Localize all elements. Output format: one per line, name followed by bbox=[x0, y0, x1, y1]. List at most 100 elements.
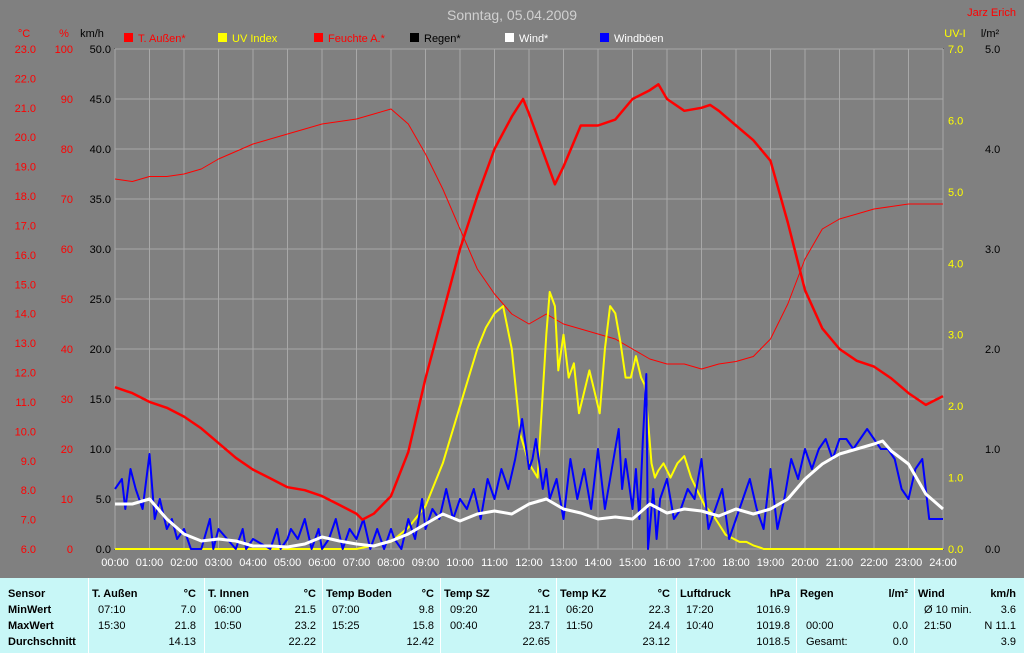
axis-tick-label: 90 bbox=[61, 94, 73, 106]
x-tick-label: 10:00 bbox=[446, 557, 474, 569]
axis-tick-label: 0.0 bbox=[985, 544, 1000, 556]
column-unit: °C bbox=[303, 588, 316, 600]
series-line-t-au-en- bbox=[114, 83, 944, 521]
axis-tick-label: 20 bbox=[61, 444, 73, 456]
column-separator bbox=[796, 578, 797, 653]
x-tick-label: 16:00 bbox=[653, 557, 681, 569]
axis-tick-label: 1.0 bbox=[985, 444, 1000, 456]
axis-tick-label: 10.0 bbox=[15, 426, 36, 438]
axis-tick-label: 4.0 bbox=[948, 258, 963, 270]
column-separator bbox=[322, 578, 323, 653]
min-value: 21.5 bbox=[294, 604, 316, 616]
axis-tick-label: 23.0 bbox=[15, 44, 36, 56]
axis-tick-label: 16.0 bbox=[15, 250, 36, 262]
axis-tick-label: 5.0 bbox=[985, 44, 1000, 56]
max-value: 23.7 bbox=[528, 620, 550, 632]
min-time: 07:00 bbox=[332, 604, 360, 616]
max-value: 23.2 bbox=[294, 620, 316, 632]
axis-tick-label: 12.0 bbox=[15, 368, 36, 380]
axis-tick-label: 50.0 bbox=[90, 44, 111, 56]
avg-value: 3.9 bbox=[1000, 636, 1016, 648]
column-separator bbox=[204, 578, 205, 653]
avg-value: 22.65 bbox=[522, 636, 550, 648]
axis-tick-label: 100 bbox=[55, 44, 73, 56]
min-value: 21.1 bbox=[528, 604, 550, 616]
column-separator bbox=[676, 578, 677, 653]
axis-tick-label: 1.0 bbox=[948, 473, 963, 485]
legend-label: Feuchte A.* bbox=[328, 33, 386, 45]
x-tick-label: 07:00 bbox=[343, 557, 371, 569]
legend-swatch bbox=[505, 33, 514, 42]
x-tick-label: 06:00 bbox=[308, 557, 336, 569]
sensor-row-label: MaxWert bbox=[8, 620, 54, 632]
axis-tick-label: 2.0 bbox=[948, 401, 963, 413]
max-value: 24.4 bbox=[648, 620, 670, 632]
stats-panel bbox=[0, 578, 1024, 653]
legend-swatch bbox=[218, 33, 227, 42]
axis-tick-label: 18.0 bbox=[15, 191, 36, 203]
x-tick-label: 17:00 bbox=[688, 557, 716, 569]
min-time: Ø 10 min. bbox=[924, 604, 972, 616]
avg-value: 22.22 bbox=[288, 636, 316, 648]
axis-tick-label: 40 bbox=[61, 344, 73, 356]
rain-unit-label: l/m² bbox=[981, 28, 1000, 40]
column-title: T. Außen bbox=[92, 588, 138, 600]
axis-tick-label: 6.0 bbox=[948, 115, 963, 127]
legend-label: UV Index bbox=[232, 33, 278, 45]
max-time: 00:00 bbox=[806, 620, 834, 632]
min-value: 3.6 bbox=[1000, 604, 1016, 616]
axis-tick-label: 0.0 bbox=[948, 544, 963, 556]
axis-tick-label: 21.0 bbox=[15, 103, 36, 115]
column-title: Temp KZ bbox=[560, 588, 607, 600]
column-separator bbox=[556, 578, 557, 653]
min-value: 7.0 bbox=[180, 604, 196, 616]
x-tick-label: 15:00 bbox=[619, 557, 647, 569]
axis-tick-label: 15.0 bbox=[90, 394, 111, 406]
sensor-row-label: Durchschnitt bbox=[8, 636, 76, 648]
x-tick-label: 23:00 bbox=[895, 557, 923, 569]
max-time: 15:30 bbox=[98, 620, 126, 632]
axes: 23.0 22.0 21.0 20.0 19.0 18.0 17.0 16.0 15.0 14.0… bbox=[15, 28, 1001, 569]
column-unit: l/m² bbox=[888, 588, 908, 600]
axis-tick-label: 10.0 bbox=[90, 444, 111, 456]
wind-unit-label: km/h bbox=[80, 28, 104, 40]
max-value: 1019.8 bbox=[756, 620, 790, 632]
legend-label: Wind* bbox=[519, 33, 549, 45]
x-tick-label: 14:00 bbox=[584, 557, 612, 569]
avg-value: 23.12 bbox=[642, 636, 670, 648]
avg-value: 14.13 bbox=[168, 636, 196, 648]
axis-tick-label: 8.0 bbox=[21, 485, 36, 497]
min-value: 9.8 bbox=[418, 604, 434, 616]
series-group bbox=[114, 83, 944, 550]
axis-tick-label: 0.0 bbox=[96, 544, 111, 556]
max-time: 11:50 bbox=[566, 620, 593, 632]
max-value: N 11.1 bbox=[984, 620, 1016, 632]
column-unit: °C bbox=[537, 588, 550, 600]
axis-tick-label: 45.0 bbox=[90, 94, 111, 106]
max-time: 00:40 bbox=[450, 620, 478, 632]
axis-tick-label: 4.0 bbox=[985, 144, 1000, 156]
axis-tick-label: 35.0 bbox=[90, 194, 111, 206]
column-title: Temp SZ bbox=[444, 588, 490, 600]
legend-swatch bbox=[314, 33, 323, 42]
column-separator bbox=[914, 578, 915, 653]
weather-chart: Sonntag, 05.04.2009 Jarz Erich T. Außen*… bbox=[14, 7, 1016, 569]
legend-label: Windböen bbox=[614, 33, 664, 45]
series-line-uv-index bbox=[115, 290, 943, 550]
max-value: 21.8 bbox=[174, 620, 196, 632]
hum-unit-label: % bbox=[59, 28, 69, 40]
column-unit: °C bbox=[183, 588, 196, 600]
x-tick-label: 11:00 bbox=[481, 557, 508, 569]
axis-tick-label: 25.0 bbox=[90, 294, 111, 306]
axis-tick-label: 6.0 bbox=[21, 544, 36, 556]
x-tick-label: 02:00 bbox=[170, 557, 198, 569]
axis-tick-label: 17.0 bbox=[15, 220, 36, 232]
x-tick-label: 04:00 bbox=[239, 557, 267, 569]
x-tick-label: 13:00 bbox=[550, 557, 578, 569]
min-time: 07:10 bbox=[98, 604, 126, 616]
max-time: 15:25 bbox=[332, 620, 360, 632]
column-title: Regen bbox=[800, 588, 834, 600]
x-tick-label: 24:00 bbox=[929, 557, 957, 569]
avg-value: 12.42 bbox=[406, 636, 434, 648]
x-tick-label: 03:00 bbox=[205, 557, 233, 569]
